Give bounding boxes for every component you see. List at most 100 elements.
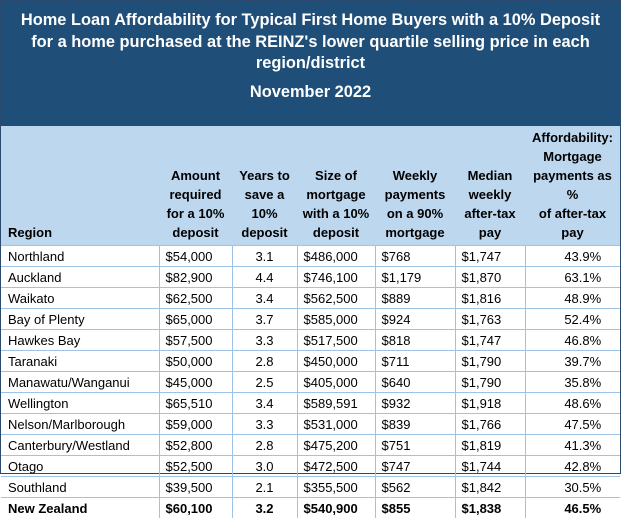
cell-region: New Zealand [1, 498, 159, 518]
cell-weekly: $932 [375, 393, 455, 414]
cell-pay: $1,766 [455, 414, 525, 435]
cell-weekly: $640 [375, 372, 455, 393]
cell-years: 3.4 [232, 288, 297, 309]
cell-afford: 43.9% [525, 246, 620, 267]
cell-amount: $59,000 [159, 414, 232, 435]
cell-afford: 47.5% [525, 414, 620, 435]
cell-pay: $1,842 [455, 477, 525, 498]
cell-amount: $54,000 [159, 246, 232, 267]
cell-weekly: $1,179 [375, 267, 455, 288]
cell-pay: $1,870 [455, 267, 525, 288]
cell-amount: $45,000 [159, 372, 232, 393]
cell-amount: $52,500 [159, 456, 232, 477]
cell-region: Hawkes Bay [1, 330, 159, 351]
title-line-3: region/district [1, 53, 620, 75]
cell-mortgage: $746,100 [297, 267, 375, 288]
cell-years: 3.0 [232, 456, 297, 477]
cell-amount: $39,500 [159, 477, 232, 498]
header-region: Region [1, 126, 159, 246]
cell-weekly: $768 [375, 246, 455, 267]
cell-region: Waikato [1, 288, 159, 309]
cell-pay: $1,819 [455, 435, 525, 456]
cell-pay: $1,744 [455, 456, 525, 477]
cell-years: 2.1 [232, 477, 297, 498]
cell-amount: $57,500 [159, 330, 232, 351]
cell-years: 2.8 [232, 435, 297, 456]
cell-amount: $82,900 [159, 267, 232, 288]
cell-mortgage: $450,000 [297, 351, 375, 372]
cell-amount: $65,510 [159, 393, 232, 414]
cell-afford: 42.8% [525, 456, 620, 477]
cell-afford: 48.6% [525, 393, 620, 414]
cell-pay: $1,747 [455, 246, 525, 267]
report-date: November 2022 [1, 81, 620, 103]
cell-mortgage: $472,500 [297, 456, 375, 477]
cell-mortgage: $475,200 [297, 435, 375, 456]
cell-weekly: $818 [375, 330, 455, 351]
cell-mortgage: $589,591 [297, 393, 375, 414]
cell-afford: 41.3% [525, 435, 620, 456]
cell-weekly: $855 [375, 498, 455, 518]
cell-mortgage: $486,000 [297, 246, 375, 267]
cell-years: 2.5 [232, 372, 297, 393]
cell-region: Taranaki [1, 351, 159, 372]
title-line-1: Home Loan Affordability for Typical Firs… [1, 10, 620, 32]
cell-mortgage: $405,000 [297, 372, 375, 393]
cell-pay: $1,790 [455, 351, 525, 372]
cell-afford: 52.4% [525, 309, 620, 330]
cell-weekly: $562 [375, 477, 455, 498]
cell-mortgage: $562,500 [297, 288, 375, 309]
cell-weekly: $711 [375, 351, 455, 372]
cell-region: Southland [1, 477, 159, 498]
affordability-table-document: Home Loan Affordability for Typical Firs… [0, 0, 621, 474]
cell-afford: 46.8% [525, 330, 620, 351]
cell-mortgage: $531,000 [297, 414, 375, 435]
cell-weekly: $889 [375, 288, 455, 309]
cell-years: 3.3 [232, 330, 297, 351]
cell-region: Auckland [1, 267, 159, 288]
cell-afford: 48.9% [525, 288, 620, 309]
cell-years: 3.2 [232, 498, 297, 518]
cell-afford: 30.5% [525, 477, 620, 498]
cell-afford: 63.1% [525, 267, 620, 288]
cell-amount: $65,000 [159, 309, 232, 330]
cell-years: 3.7 [232, 309, 297, 330]
cell-years: 3.3 [232, 414, 297, 435]
cell-pay: $1,918 [455, 393, 525, 414]
title-line-2: for a home purchased at the REINZ's lowe… [1, 32, 620, 54]
title-banner: Home Loan Affordability for Typical Firs… [1, 1, 620, 126]
cell-mortgage: $355,500 [297, 477, 375, 498]
cell-mortgage: $517,500 [297, 330, 375, 351]
cell-region: Canterbury/Westland [1, 435, 159, 456]
cell-amount: $62,500 [159, 288, 232, 309]
cell-region: Otago [1, 456, 159, 477]
cell-years: 3.1 [232, 246, 297, 267]
cell-weekly: $751 [375, 435, 455, 456]
cell-pay: $1,816 [455, 288, 525, 309]
cell-afford: 46.5% [525, 498, 620, 518]
cell-amount: $52,800 [159, 435, 232, 456]
cell-region: Bay of Plenty [1, 309, 159, 330]
cell-years: 3.4 [232, 393, 297, 414]
cell-weekly: $924 [375, 309, 455, 330]
cell-afford: 35.8% [525, 372, 620, 393]
